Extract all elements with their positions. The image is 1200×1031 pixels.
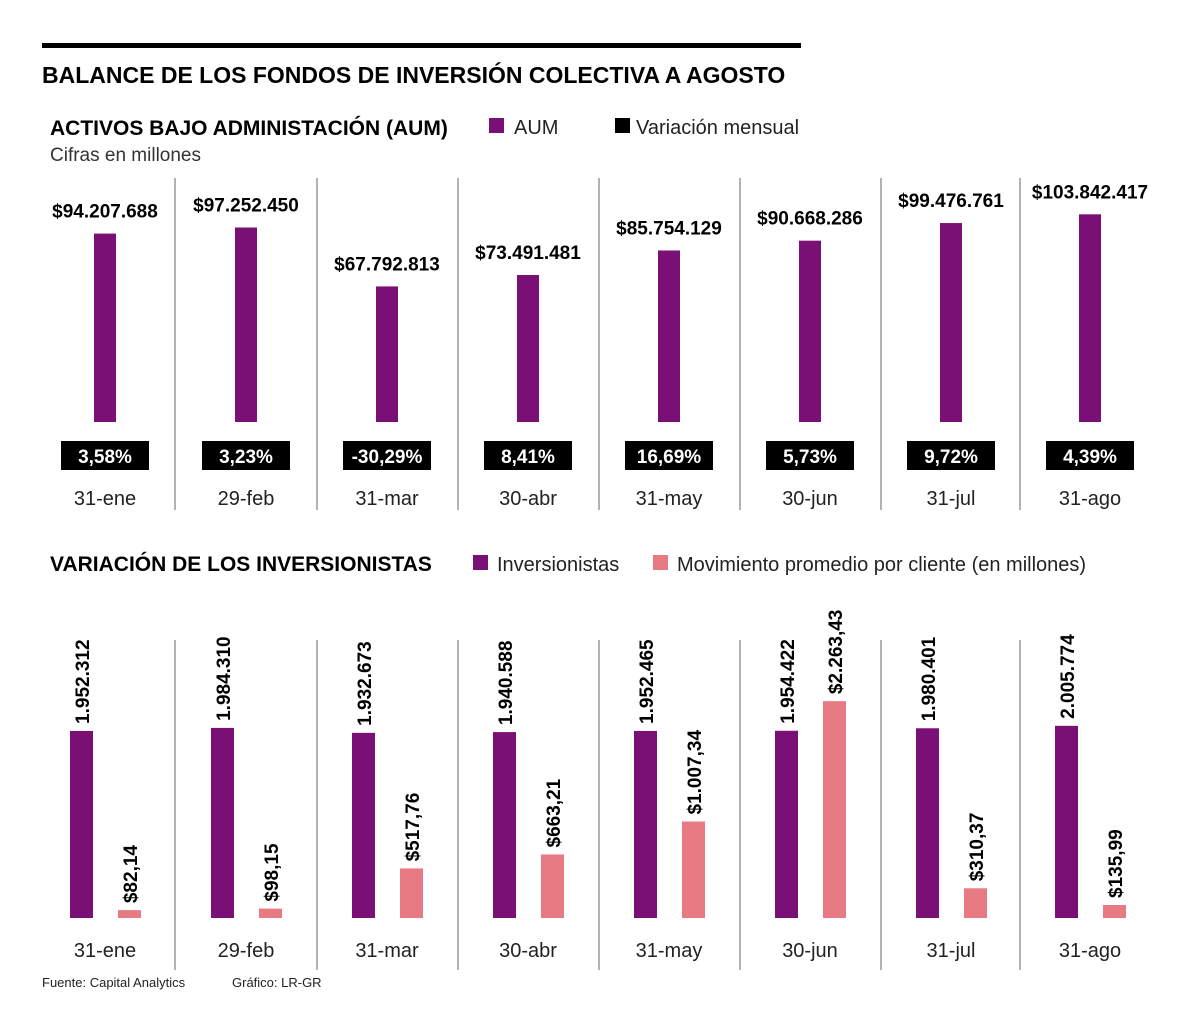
category-label: 29-feb xyxy=(218,488,275,510)
category-label: 31-ago xyxy=(1059,940,1121,962)
aum-value-label: $67.792.813 xyxy=(334,254,440,275)
movement-bar xyxy=(823,701,846,918)
aum-bar xyxy=(517,275,539,422)
legend-label-investors: Inversionistas xyxy=(497,554,619,576)
investors-bar xyxy=(775,730,798,918)
aum-bar xyxy=(94,233,116,422)
investors-value-label: 1.984.310 xyxy=(214,636,235,721)
category-label: 29-feb xyxy=(218,940,275,962)
movement-value-label: $517,76 xyxy=(403,793,424,862)
legend-label-aum: AUM xyxy=(514,117,558,139)
aum-title: ACTIVOS BAJO ADMINISTACIÓN (AUM) xyxy=(50,116,448,140)
aum-value-label: $103.842.417 xyxy=(1032,182,1148,203)
aum-value-label: $94.207.688 xyxy=(52,202,158,223)
investors-value-label: 1.932.673 xyxy=(355,641,376,726)
category-label: 31-ene xyxy=(74,940,136,962)
title-rule xyxy=(42,43,801,48)
variation-label: 3,23% xyxy=(219,447,273,468)
category-label: 31-mar xyxy=(355,488,419,510)
variation-badge xyxy=(484,441,572,470)
category-label: 31-may xyxy=(636,940,703,962)
aum-value-label: $97.252.450 xyxy=(193,195,299,216)
investors-value-label: 1.940.588 xyxy=(496,641,517,726)
movement-value-label: $310,37 xyxy=(967,813,988,882)
variation-label: 8,41% xyxy=(501,447,555,468)
source-note: Fuente: Capital Analytics xyxy=(42,975,186,990)
aum-bar xyxy=(1079,214,1101,422)
movement-bar xyxy=(1103,904,1126,918)
investors-value-label: 1.952.312 xyxy=(73,639,94,724)
variation-badge xyxy=(1046,441,1134,470)
investors-title: VARIACIÓN DE LOS INVERSIONISTAS xyxy=(50,552,432,576)
aum-bar xyxy=(940,223,962,422)
legend-swatch-variation xyxy=(615,118,630,133)
aum-value-label: $99.476.761 xyxy=(898,191,1004,212)
credit-note: Gráfico: LR-GR xyxy=(232,975,322,990)
investors-bar xyxy=(493,732,516,918)
variation-label: 5,73% xyxy=(783,447,837,468)
variation-label: 16,69% xyxy=(637,447,702,468)
variation-label: 9,72% xyxy=(924,447,978,468)
aum-value-label: $90.668.286 xyxy=(757,209,863,230)
aum-bar xyxy=(235,227,257,422)
movement-bar xyxy=(400,868,423,918)
investors-bar xyxy=(1055,725,1078,918)
movement-value-label: $82,14 xyxy=(121,845,142,904)
movement-bar xyxy=(964,888,987,918)
category-label: 31-ene xyxy=(74,488,136,510)
investors-value-label: 1.952.465 xyxy=(637,639,658,724)
investors-bar xyxy=(70,730,93,918)
variation-badge xyxy=(625,441,713,470)
legend-label-variation: Variación mensual xyxy=(636,117,799,139)
category-label: 31-ago xyxy=(1059,488,1121,510)
investors-value-label: 1.954.422 xyxy=(778,639,799,724)
investors-value-label: 2.005.774 xyxy=(1058,634,1079,719)
category-label: 31-may xyxy=(636,488,703,510)
investors-bar xyxy=(211,727,234,918)
movement-value-label: $98,15 xyxy=(262,843,283,902)
category-label: 30-abr xyxy=(499,488,557,510)
aum-value-label: $85.754.129 xyxy=(616,218,722,239)
aum-value-label: $73.491.481 xyxy=(475,243,581,264)
movement-value-label: $1.007,34 xyxy=(685,730,706,815)
aum-bar xyxy=(799,240,821,422)
category-label: 30-jun xyxy=(782,488,838,510)
aum-subtitle: Cifras en millones xyxy=(50,145,201,166)
variation-badge xyxy=(907,441,995,470)
variation-badge xyxy=(61,441,149,470)
variation-label: -30,29% xyxy=(352,447,423,468)
investors-bar xyxy=(916,728,939,918)
variation-badge xyxy=(766,441,854,470)
movement-value-label: $663,21 xyxy=(544,778,565,847)
legend-swatch-aum xyxy=(489,118,504,133)
category-label: 31-jul xyxy=(927,940,976,962)
investors-value-label: 1.980.401 xyxy=(919,636,940,721)
movement-value-label: $135,99 xyxy=(1106,829,1127,898)
category-label: 30-jun xyxy=(782,940,838,962)
movement-bar xyxy=(118,910,141,918)
legend-swatch-movement xyxy=(653,555,668,570)
investors-bar xyxy=(352,732,375,918)
movement-bar xyxy=(682,821,705,918)
investors-bar xyxy=(634,730,657,918)
variation-label: 3,58% xyxy=(78,447,132,468)
movement-bar xyxy=(259,908,282,918)
aum-bar xyxy=(658,250,680,422)
category-label: 31-mar xyxy=(355,940,419,962)
movement-value-label: $2.263,43 xyxy=(826,610,847,695)
variation-label: 4,39% xyxy=(1063,447,1117,468)
category-label: 31-jul xyxy=(927,488,976,510)
legend-label-movement: Movimiento promedio por cliente (en mill… xyxy=(677,554,1086,576)
movement-bar xyxy=(541,854,564,918)
variation-badge xyxy=(343,441,431,470)
category-label: 30-abr xyxy=(499,940,557,962)
main-title: BALANCE DE LOS FONDOS DE INVERSIÓN COLEC… xyxy=(42,61,785,88)
legend-swatch-investors xyxy=(473,555,488,570)
aum-bar xyxy=(376,286,398,422)
variation-badge xyxy=(202,441,290,470)
